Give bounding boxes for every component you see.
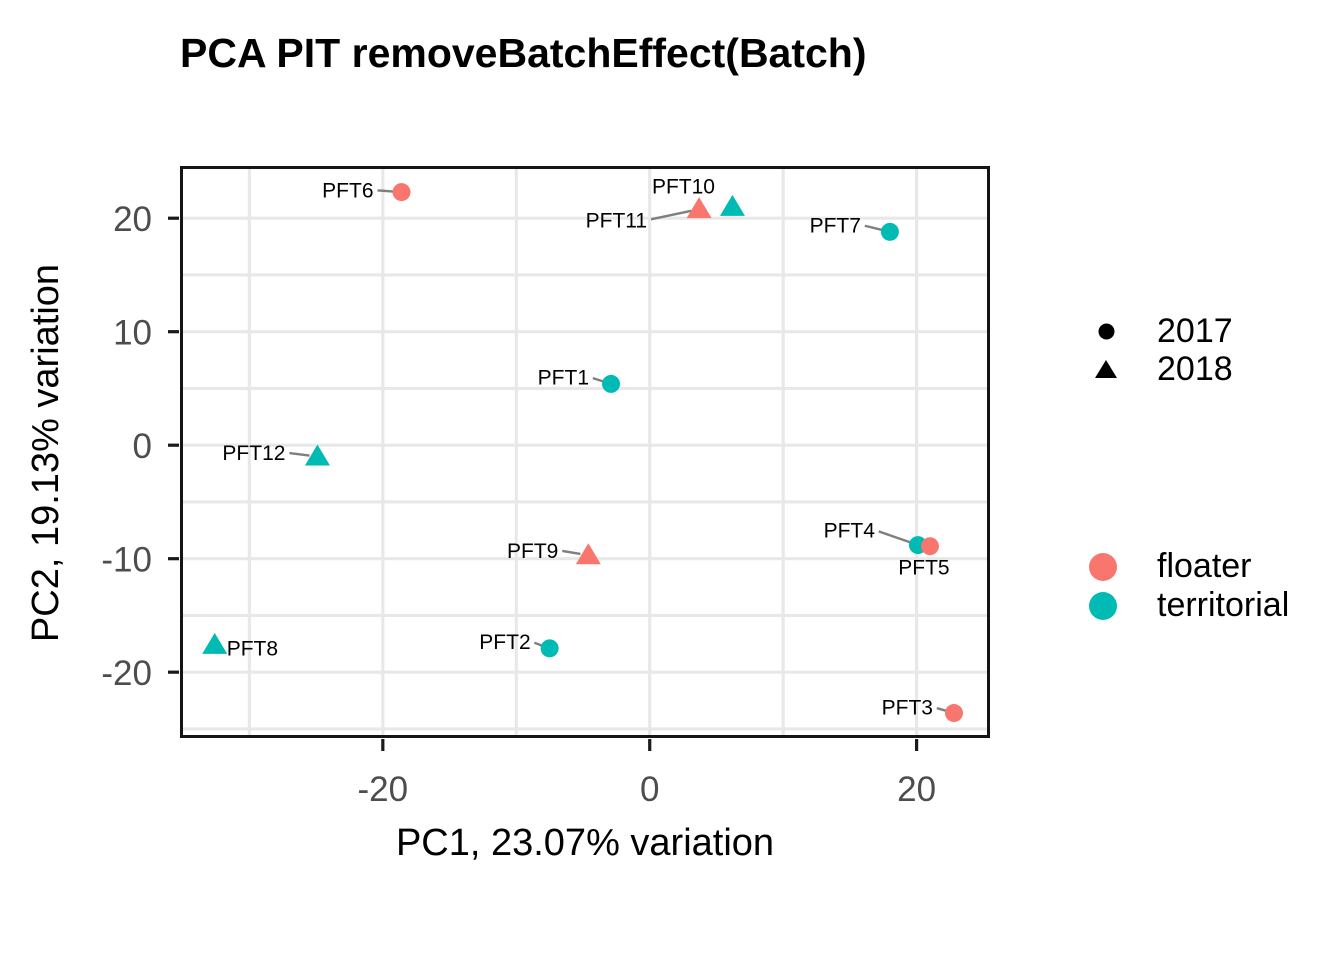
y-tick-label: -10 bbox=[101, 541, 152, 580]
point-PFT11 bbox=[686, 197, 712, 219]
triangle-marker-icon bbox=[1093, 359, 1119, 379]
x-tick-label: -20 bbox=[358, 770, 409, 809]
territorial-color-dot-icon bbox=[1089, 591, 1117, 620]
point-PFT6 bbox=[392, 183, 411, 202]
y-axis-title: PC2, 19.13% variation bbox=[25, 263, 67, 643]
x-tick-label: 20 bbox=[897, 770, 936, 809]
label-segment-PFT1 bbox=[592, 376, 604, 383]
point-label-PFT12: PFT12 bbox=[222, 442, 285, 465]
x-axis-title: PC1, 23.07% variation bbox=[395, 822, 775, 864]
legend-item-territorial: territorial bbox=[1089, 586, 1289, 625]
panel-border bbox=[180, 166, 990, 738]
point-label-PFT11: PFT11 bbox=[586, 210, 647, 233]
y-tick-label: 20 bbox=[113, 200, 152, 239]
point-label-PFT1: PFT1 bbox=[538, 366, 589, 389]
label-segment-PFT11 bbox=[650, 209, 692, 221]
point-label-PFT10: PFT10 bbox=[652, 175, 715, 198]
y-tick-label: -20 bbox=[101, 654, 152, 693]
point-PFT9 bbox=[575, 543, 601, 565]
x-tick-label: 0 bbox=[640, 770, 659, 809]
legend-label-floater: floater bbox=[1157, 547, 1252, 585]
legend-item-2018: 2018 bbox=[1093, 350, 1233, 388]
point-PFT7 bbox=[880, 222, 899, 241]
label-segment-PFT3 bbox=[936, 706, 947, 712]
label-segment-PFT12 bbox=[289, 451, 310, 457]
point-label-PFT5: PFT5 bbox=[898, 557, 949, 580]
point-label-PFT8: PFT8 bbox=[227, 637, 278, 660]
label-segment-PFT9 bbox=[562, 549, 581, 556]
y-tick-label: 0 bbox=[133, 427, 152, 466]
legend-label-2017: 2017 bbox=[1157, 311, 1233, 350]
point-label-PFT7: PFT7 bbox=[810, 214, 861, 237]
label-segment-PFT6 bbox=[377, 189, 394, 193]
point-label-PFT2: PFT2 bbox=[479, 631, 530, 654]
plot-title: PCA PIT removeBatchEffect(Batch) bbox=[180, 30, 867, 76]
legend-item-floater: floater bbox=[1089, 547, 1289, 586]
label-segment-PFT7 bbox=[864, 224, 883, 232]
point-label-PFT6: PFT6 bbox=[322, 180, 373, 203]
point-PFT3 bbox=[944, 704, 963, 723]
y-tick-label: 10 bbox=[113, 314, 152, 353]
point-label-PFT9: PFT9 bbox=[507, 540, 558, 563]
point-PFT5 bbox=[920, 537, 939, 556]
legend-label-2018: 2018 bbox=[1157, 349, 1233, 388]
point-label-PFT3: PFT3 bbox=[882, 697, 933, 720]
point-PFT1 bbox=[602, 374, 621, 393]
legend-label-territorial: territorial bbox=[1157, 586, 1290, 624]
point-PFT2 bbox=[540, 639, 559, 658]
label-segment-PFT4 bbox=[878, 530, 911, 544]
legend-item-2017: 2017 bbox=[1093, 312, 1233, 350]
circle-marker-icon bbox=[1093, 323, 1119, 340]
floater-color-dot-icon bbox=[1089, 552, 1117, 581]
shape-legend: 2017 2018 bbox=[1093, 312, 1233, 388]
point-PFT8 bbox=[202, 632, 228, 654]
point-PFT12 bbox=[304, 444, 330, 466]
point-label-PFT4: PFT4 bbox=[824, 520, 876, 543]
point-PFT10 bbox=[719, 194, 745, 216]
label-segment-PFT2 bbox=[533, 641, 543, 647]
color-legend: floater territorial bbox=[1089, 547, 1289, 625]
